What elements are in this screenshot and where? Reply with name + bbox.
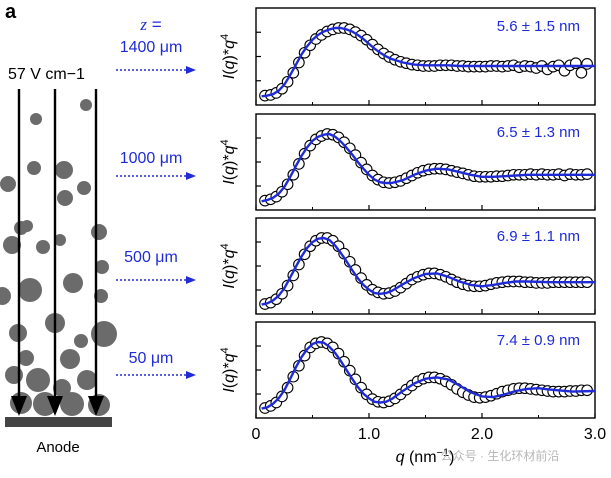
height-arrow-head-3 (186, 276, 196, 284)
height-arrow-head-1 (186, 66, 196, 74)
particle-5 (55, 161, 73, 179)
particle-12 (91, 224, 107, 240)
height-label-2: 1000 μm (120, 150, 183, 167)
fit-line (261, 132, 595, 203)
particle-25 (5, 366, 23, 384)
particle-31 (60, 392, 84, 416)
field-strength-label: 57 V cm−1 (8, 66, 85, 83)
particle-23 (60, 349, 80, 369)
particle-27 (77, 370, 97, 390)
particle-24 (18, 350, 34, 366)
height-label-1: 1400 μm (120, 39, 183, 56)
particle-15 (63, 273, 83, 293)
arrow-head-1 (11, 396, 27, 416)
data-point (581, 58, 593, 70)
particle-10 (21, 220, 33, 232)
particle-16 (95, 260, 109, 274)
size-annotation: 7.4 ± 0.9 nm (497, 332, 580, 349)
panel-label: a (5, 1, 17, 23)
y-axis-label: I(q)*q4 (219, 243, 238, 288)
particle-2 (30, 113, 42, 125)
sedimentation-diagram: a 57 V cm−1 Anode (0, 1, 117, 456)
particle-22 (74, 334, 88, 348)
particle-11 (54, 234, 66, 246)
height-label-3: 500 μm (124, 249, 178, 266)
particle-9 (3, 236, 21, 254)
panel-3: I(q)*q4 6.9 ± 1.1 nm (219, 217, 596, 315)
height-arrow-head-2 (186, 172, 196, 180)
size-annotation: 5.6 ± 1.5 nm (497, 18, 580, 35)
field-arrows (11, 89, 104, 416)
saxs-panels: I(q)*q45.6 ± 1.5 nmI(q)*q46.5 ± 1.3 nmI(… (219, 7, 596, 419)
size-annotation: 6.5 ± 1.3 nm (497, 124, 580, 141)
x-tick-label: 3.0 (584, 426, 606, 443)
particle-26 (26, 368, 50, 392)
fit-line (261, 236, 595, 306)
x-tick-label: 1.0 (358, 426, 380, 443)
particle-13 (36, 240, 50, 254)
fit-line (261, 340, 596, 410)
y-axis-label: I(q)*q4 (219, 347, 238, 392)
particle-8 (77, 181, 91, 195)
data-point (575, 66, 588, 79)
height-arrow-head-4 (186, 371, 196, 379)
arrow-head-2 (47, 396, 63, 416)
particle-14 (18, 278, 42, 302)
panel-2: I(q)*q4 6.5 ± 1.3 nm (219, 113, 596, 211)
particle-17 (0, 287, 11, 305)
height-markers: z = 1400 μm 1000 μm 500 μm 50 μm (116, 15, 196, 379)
particle-4 (27, 161, 41, 175)
particle-20 (91, 321, 117, 347)
particle-1 (0, 176, 16, 192)
panel-4: I(q)*q4 7.4 ± 0.9 nm (219, 321, 596, 419)
panel-1: I(q)*q4 5.6 ± 1.5 nm (219, 7, 596, 106)
particle-group (0, 99, 117, 416)
height-label-4: 50 μm (129, 350, 174, 367)
arrow-head-3 (88, 396, 104, 416)
size-annotation: 6.9 ± 1.1 nm (497, 228, 580, 245)
watermark: 公众号 · 生化环材前沿 (441, 448, 560, 463)
particle-6 (80, 99, 92, 111)
particle-18 (94, 289, 108, 303)
z-label: z = (139, 15, 161, 34)
y-axis-label: I(q)*q4 (219, 139, 238, 184)
anode-label: Anode (36, 439, 79, 456)
particle-28 (53, 379, 71, 397)
y-axis-label: I(q)*q4 (219, 34, 238, 79)
x-tick-label: 0 (252, 426, 261, 443)
x-tick-label: 2.0 (471, 426, 493, 443)
anode-electrode (5, 417, 112, 427)
particle-7 (57, 190, 73, 206)
fit-line (261, 26, 595, 98)
